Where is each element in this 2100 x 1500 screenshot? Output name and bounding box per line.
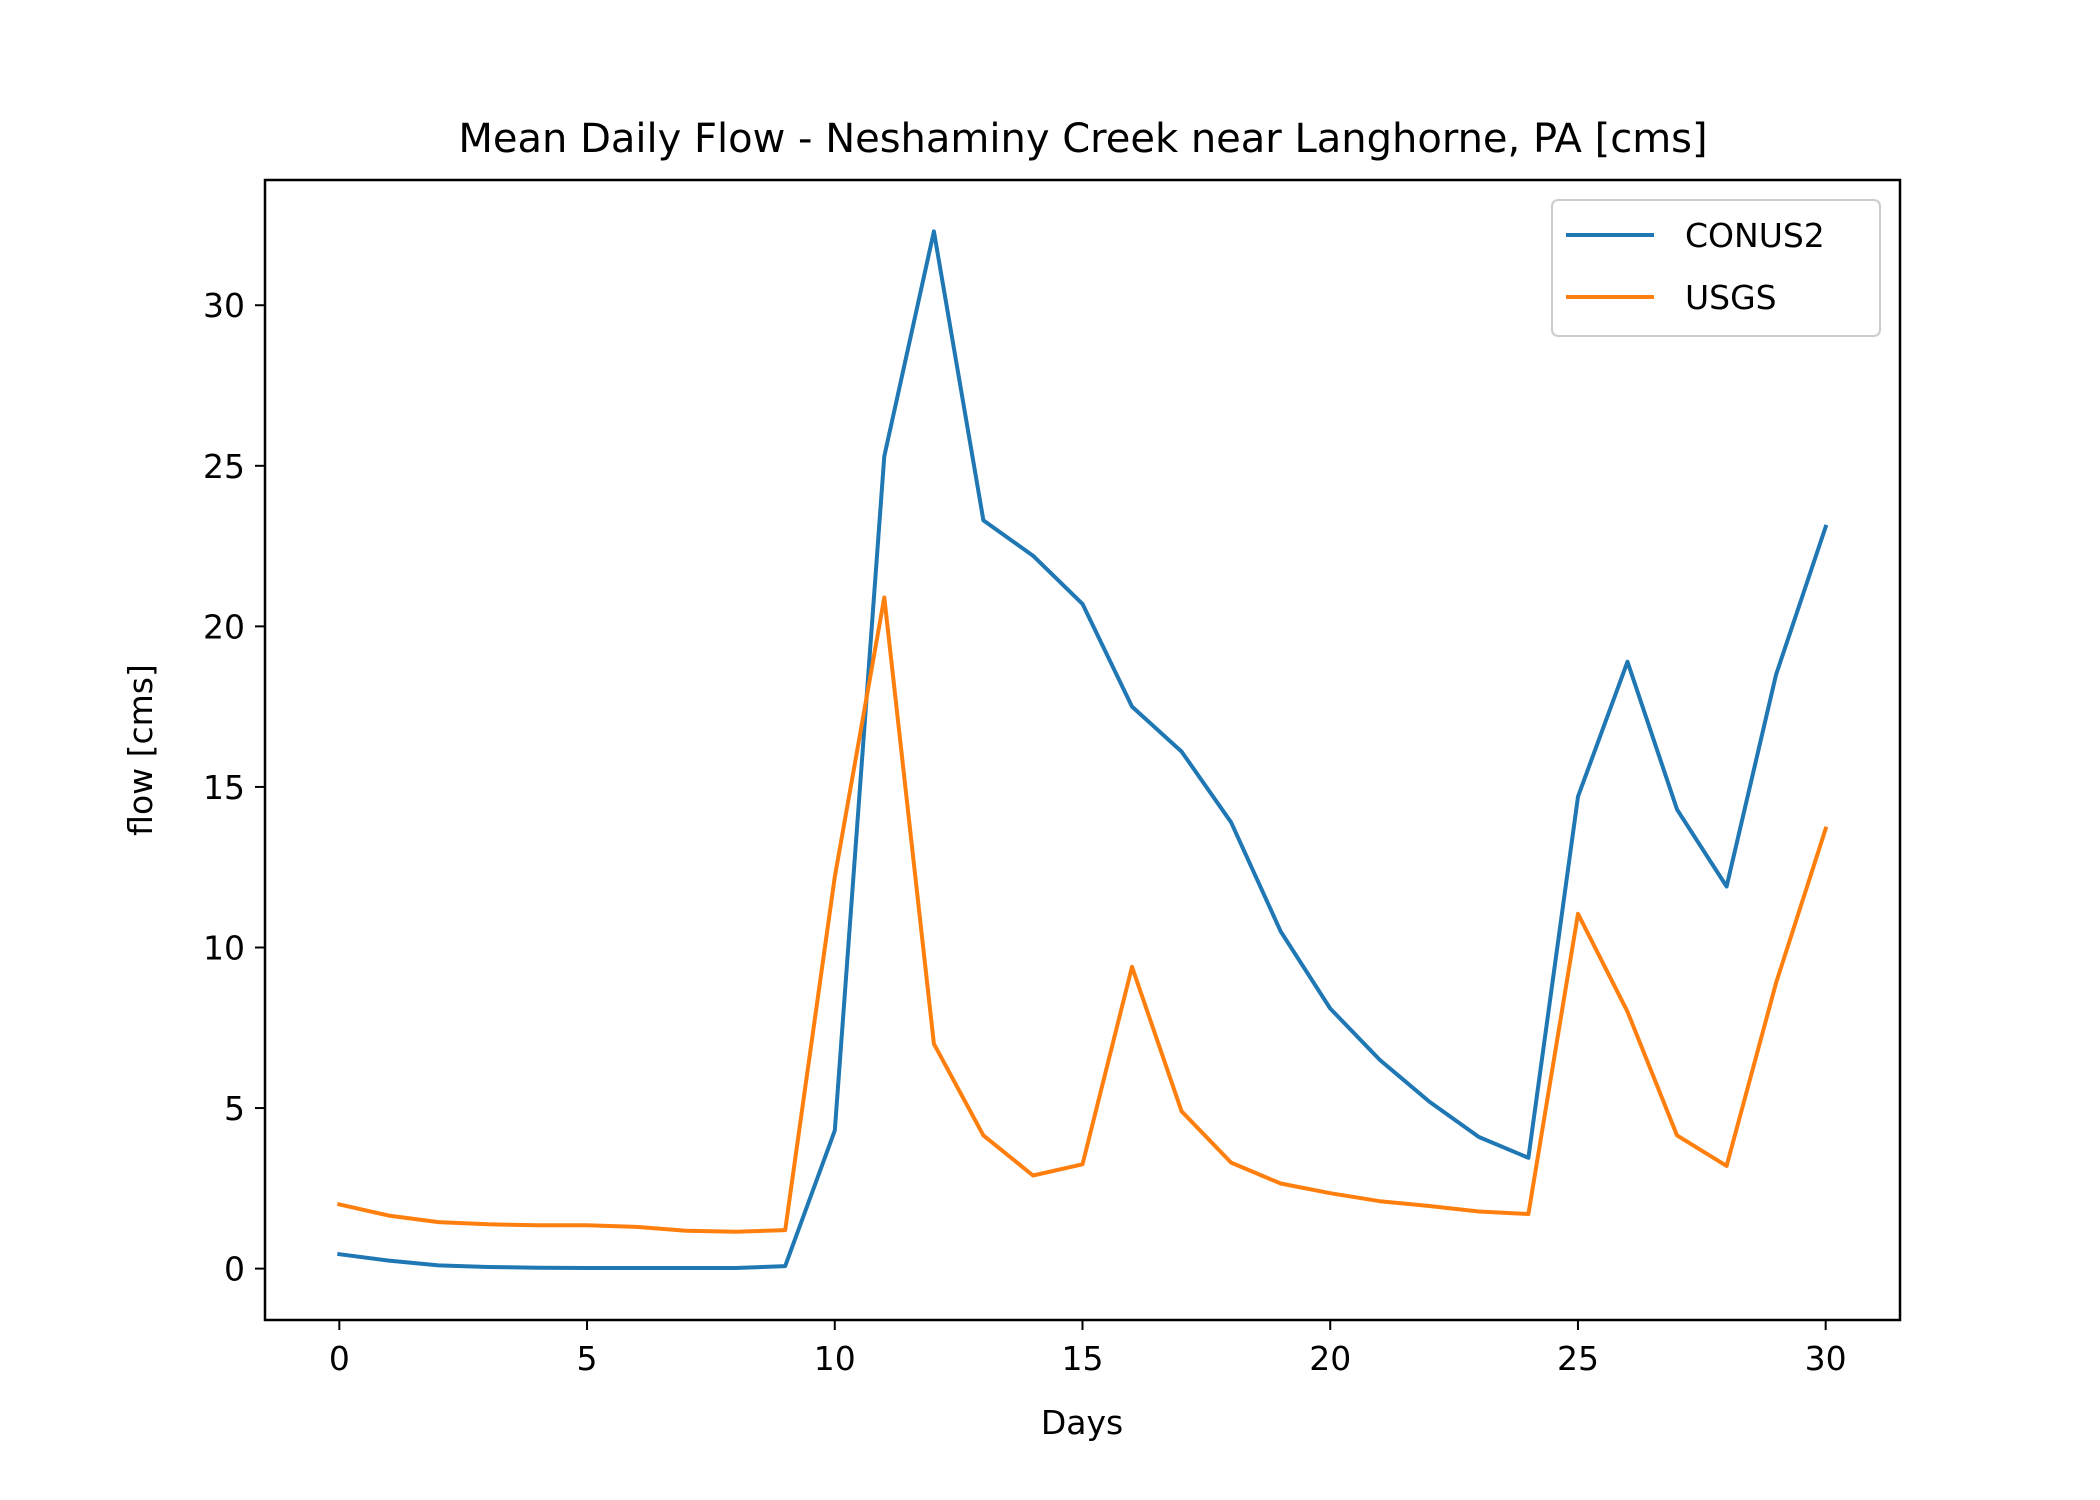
y-tick-label: 20 — [203, 607, 245, 646]
chart-title: Mean Daily Flow - Neshaminy Creek near L… — [458, 116, 1707, 162]
y-tick-label: 15 — [203, 768, 245, 807]
x-tick-label: 30 — [1805, 1339, 1847, 1378]
y-axis-label: flow [cms] — [121, 664, 160, 836]
plot-marks — [336, 229, 1829, 1270]
x-tick-label: 15 — [1062, 1339, 1104, 1378]
x-tick-label: 0 — [329, 1339, 350, 1378]
series-line-usgs — [336, 595, 1829, 1234]
legend-label-usgs: USGS — [1685, 278, 1777, 317]
x-tick-label: 20 — [1309, 1339, 1351, 1378]
y-tick-label: 5 — [224, 1089, 245, 1128]
y-axis-ticks: 0 5 10 15 20 25 30 — [203, 286, 265, 1289]
x-axis-label: Days — [1041, 1403, 1123, 1442]
plot-frame — [263, 178, 1902, 1322]
x-tick-label: 10 — [814, 1339, 856, 1378]
y-tick-label: 30 — [203, 286, 245, 325]
legend-label-conus2: CONUS2 — [1685, 216, 1825, 255]
x-tick-label: 5 — [577, 1339, 598, 1378]
y-tick-label: 25 — [203, 447, 245, 486]
legend: CONUS2 USGS — [1551, 199, 1881, 337]
y-tick-label: 10 — [203, 928, 245, 967]
y-tick-label: 0 — [224, 1250, 245, 1289]
x-axis-ticks: 0 5 10 15 20 25 30 — [329, 1320, 1847, 1378]
x-tick-label: 25 — [1557, 1339, 1599, 1378]
series-line-conus2 — [337, 229, 1829, 1270]
